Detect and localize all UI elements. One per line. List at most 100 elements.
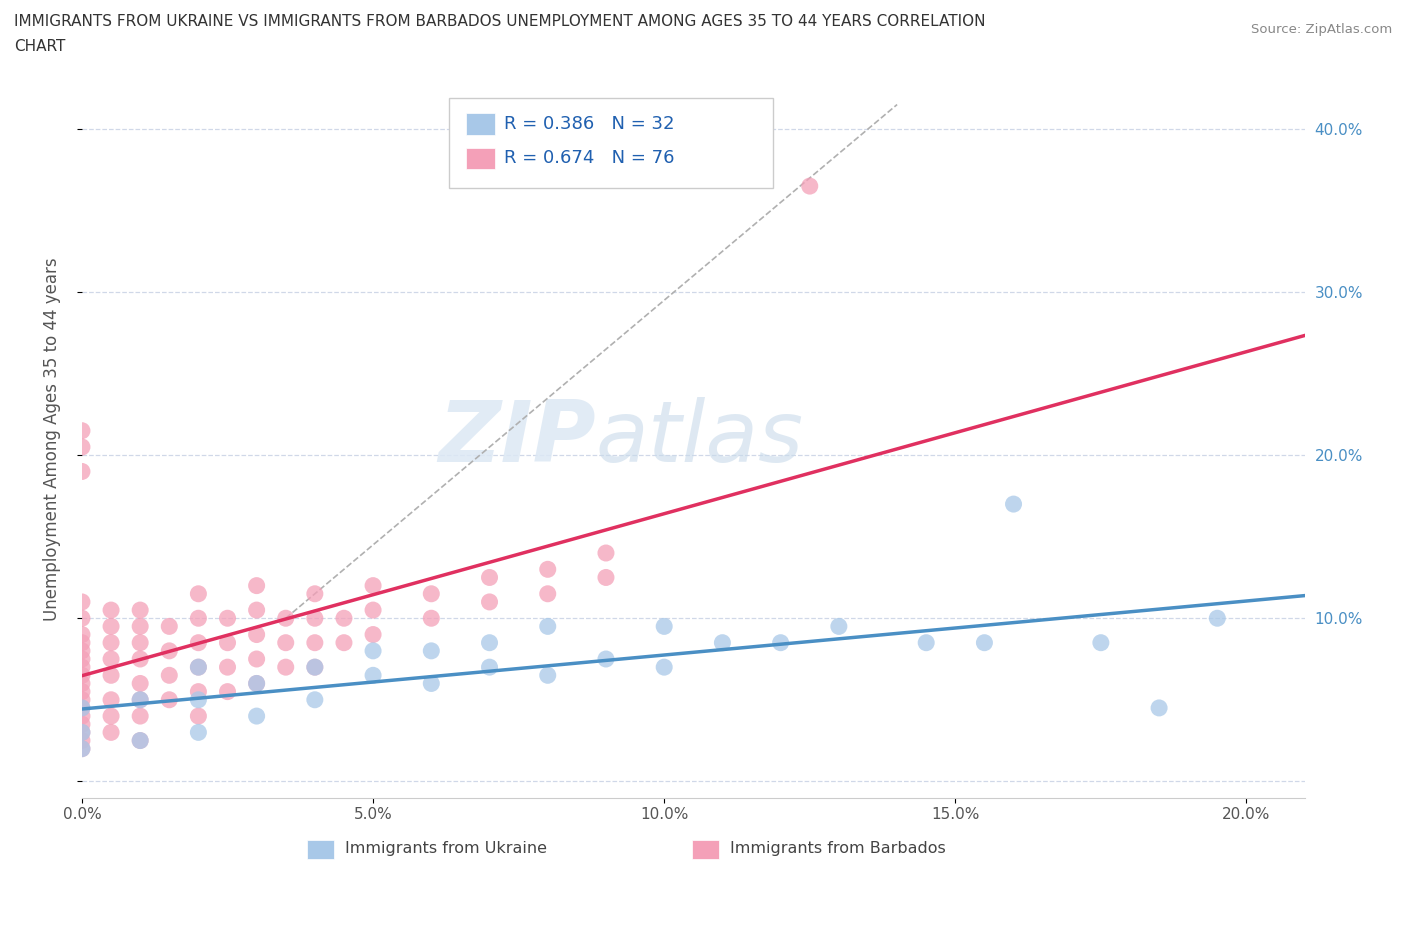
Point: [217, 659, 239, 674]
Point: [274, 635, 297, 650]
Text: IMMIGRANTS FROM UKRAINE VS IMMIGRANTS FROM BARBADOS UNEMPLOYMENT AMONG AGES 35 T: IMMIGRANTS FROM UKRAINE VS IMMIGRANTS FR…: [14, 14, 986, 29]
Point: [420, 644, 443, 658]
Point: [361, 644, 384, 658]
Text: Immigrants from Barbados: Immigrants from Barbados: [730, 841, 946, 856]
Point: [70, 464, 93, 479]
Point: [246, 676, 269, 691]
FancyBboxPatch shape: [307, 840, 333, 859]
Point: [100, 709, 122, 724]
Point: [537, 619, 560, 634]
Point: [304, 659, 326, 674]
Point: [246, 709, 269, 724]
Point: [361, 668, 384, 683]
Point: [70, 684, 93, 699]
Point: [217, 684, 239, 699]
Point: [129, 692, 152, 707]
Point: [129, 733, 152, 748]
Point: [478, 659, 501, 674]
Point: [129, 603, 152, 618]
Point: [274, 611, 297, 626]
Point: [70, 725, 93, 740]
Point: [361, 578, 384, 593]
Text: atlas: atlas: [596, 397, 803, 481]
Point: [652, 659, 675, 674]
Point: [187, 635, 209, 650]
Point: [187, 659, 209, 674]
Point: [595, 546, 617, 561]
Point: [246, 652, 269, 667]
FancyBboxPatch shape: [692, 840, 718, 859]
FancyBboxPatch shape: [465, 148, 495, 169]
Point: [187, 611, 209, 626]
Point: [70, 668, 93, 683]
Point: [478, 594, 501, 609]
Point: [157, 692, 180, 707]
Point: [70, 725, 93, 740]
Point: [70, 700, 93, 715]
Point: [361, 603, 384, 618]
Text: CHART: CHART: [14, 39, 66, 54]
Point: [129, 676, 152, 691]
Point: [246, 627, 269, 642]
Point: [304, 586, 326, 601]
Point: [70, 676, 93, 691]
Point: [70, 733, 93, 748]
Point: [70, 594, 93, 609]
Point: [1147, 700, 1170, 715]
Point: [799, 179, 821, 193]
Text: R = 0.674   N = 76: R = 0.674 N = 76: [503, 150, 675, 167]
Point: [246, 578, 269, 593]
Point: [537, 668, 560, 683]
Point: [70, 423, 93, 438]
Point: [973, 635, 995, 650]
Point: [1090, 635, 1112, 650]
Point: [333, 635, 356, 650]
Point: [70, 709, 93, 724]
Point: [420, 676, 443, 691]
Point: [157, 644, 180, 658]
Y-axis label: Unemployment Among Ages 35 to 44 years: Unemployment Among Ages 35 to 44 years: [44, 257, 60, 620]
Point: [70, 611, 93, 626]
Point: [652, 619, 675, 634]
Point: [70, 700, 93, 715]
Point: [70, 627, 93, 642]
Point: [70, 440, 93, 455]
Point: [1002, 497, 1025, 512]
Point: [478, 570, 501, 585]
Point: [420, 586, 443, 601]
Point: [100, 603, 122, 618]
Point: [537, 562, 560, 577]
Point: [187, 586, 209, 601]
Point: [187, 725, 209, 740]
Point: [304, 692, 326, 707]
Point: [129, 619, 152, 634]
Point: [187, 692, 209, 707]
Point: [100, 668, 122, 683]
Point: [915, 635, 938, 650]
Point: [187, 659, 209, 674]
Point: [129, 733, 152, 748]
Point: [361, 627, 384, 642]
Point: [100, 692, 122, 707]
Point: [70, 659, 93, 674]
Point: [129, 692, 152, 707]
Point: [100, 652, 122, 667]
Point: [157, 619, 180, 634]
Point: [304, 611, 326, 626]
Point: [70, 635, 93, 650]
Point: [129, 635, 152, 650]
Point: [100, 635, 122, 650]
Point: [100, 619, 122, 634]
Point: [187, 709, 209, 724]
Point: [187, 684, 209, 699]
Point: [70, 741, 93, 756]
Point: [70, 652, 93, 667]
Point: [217, 635, 239, 650]
Point: [304, 635, 326, 650]
Point: [246, 676, 269, 691]
Point: [1206, 611, 1229, 626]
Point: [537, 586, 560, 601]
Point: [70, 692, 93, 707]
Point: [70, 717, 93, 732]
Point: [70, 741, 93, 756]
